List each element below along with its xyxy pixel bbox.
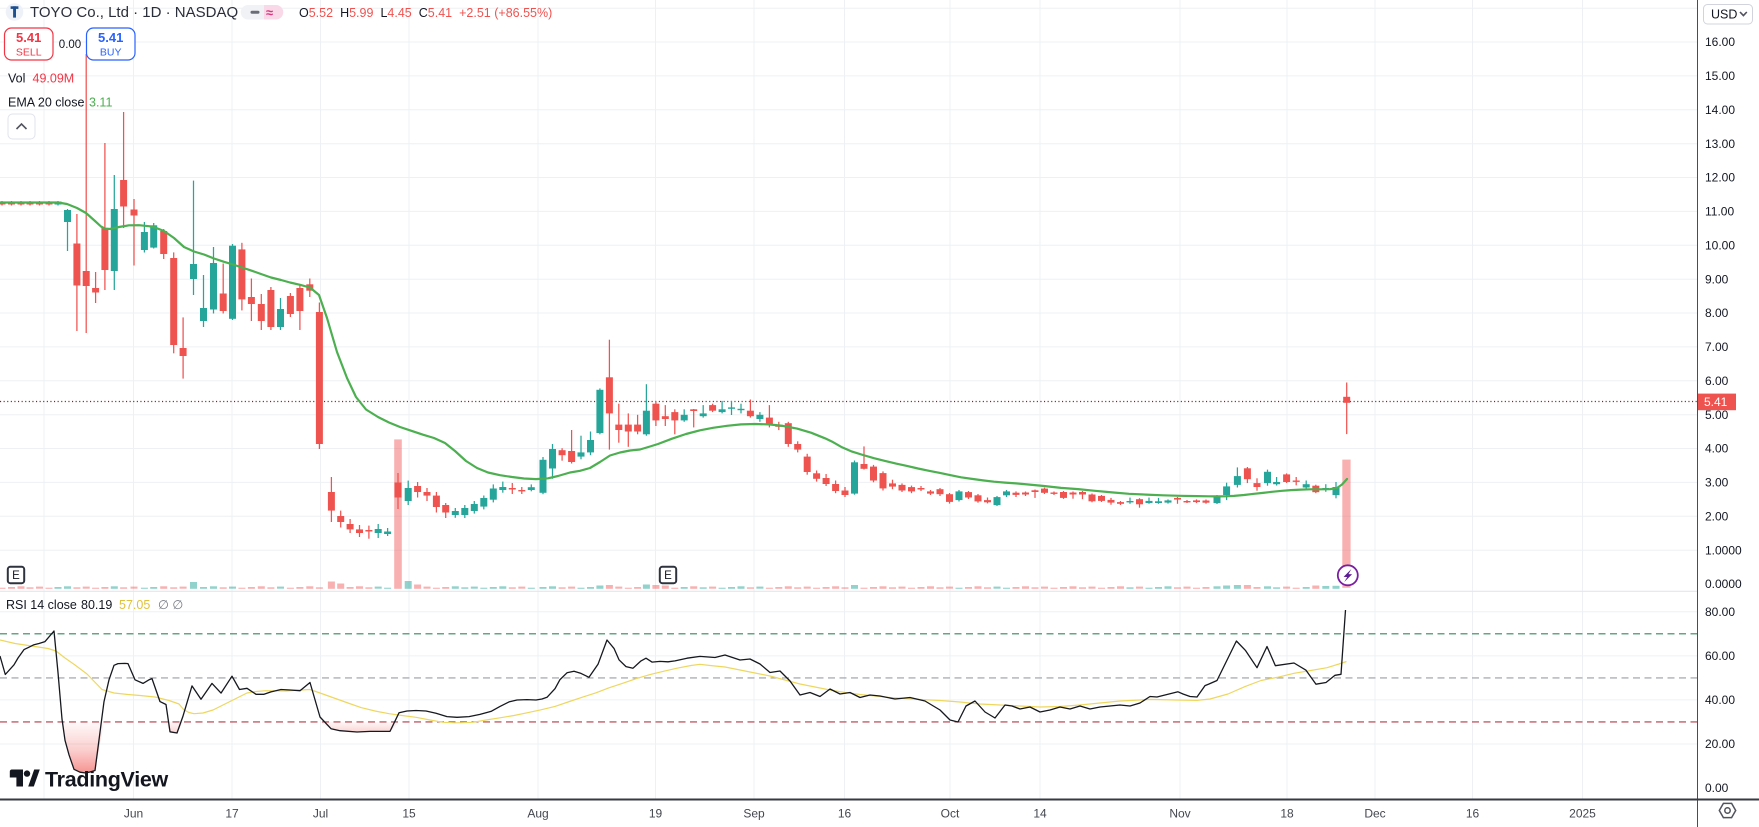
svg-text:5.41: 5.41	[1704, 395, 1728, 409]
svg-text:60.00: 60.00	[1705, 649, 1735, 663]
svg-text:40.00: 40.00	[1705, 693, 1735, 707]
svg-text:Jul: Jul	[313, 807, 328, 821]
svg-text:E: E	[12, 570, 20, 582]
svg-text:57.05: 57.05	[119, 598, 150, 612]
svg-text:17: 17	[225, 807, 239, 821]
svg-text:6.00: 6.00	[1705, 374, 1729, 388]
svg-text:15.00: 15.00	[1705, 69, 1735, 83]
svg-text:18: 18	[1280, 807, 1294, 821]
svg-text:16.00: 16.00	[1705, 35, 1735, 49]
svg-text:9.00: 9.00	[1705, 272, 1729, 286]
svg-text:0.0000: 0.0000	[1705, 577, 1742, 591]
svg-text:∅ ∅: ∅ ∅	[158, 598, 183, 612]
svg-text:14: 14	[1033, 807, 1047, 821]
svg-text:≈: ≈	[266, 5, 273, 20]
svg-text:EMA 20 close: EMA 20 close	[8, 96, 84, 110]
svg-text:Oct: Oct	[941, 807, 960, 821]
svg-text:3.11: 3.11	[89, 96, 112, 110]
svg-text:20.00: 20.00	[1705, 737, 1735, 751]
svg-text:E: E	[664, 570, 672, 582]
svg-text:5.00: 5.00	[1705, 408, 1729, 422]
svg-text:0.00: 0.00	[1705, 781, 1729, 795]
svg-text:4.00: 4.00	[1705, 442, 1729, 456]
svg-text:10.00: 10.00	[1705, 239, 1735, 253]
svg-text:13.00: 13.00	[1705, 137, 1735, 151]
svg-text:Dec: Dec	[1364, 807, 1385, 821]
svg-text:16: 16	[838, 807, 852, 821]
svg-text:0.00: 0.00	[59, 39, 81, 51]
svg-text:80.19: 80.19	[81, 598, 112, 612]
svg-text:Aug: Aug	[527, 807, 548, 821]
svg-text:2.00: 2.00	[1705, 510, 1729, 524]
svg-text:Jun: Jun	[124, 807, 143, 821]
svg-text:SELL: SELL	[16, 47, 42, 59]
svg-text:TradingView: TradingView	[45, 768, 169, 792]
svg-text:Sep: Sep	[743, 807, 765, 821]
svg-text:2025: 2025	[1569, 807, 1596, 821]
svg-text:5.41: 5.41	[98, 30, 123, 45]
svg-text:15: 15	[402, 807, 416, 821]
svg-text:12.00: 12.00	[1705, 171, 1735, 185]
svg-text:16: 16	[1466, 807, 1480, 821]
svg-text:3.00: 3.00	[1705, 476, 1729, 490]
svg-text:Nov: Nov	[1169, 807, 1190, 821]
svg-text:BUY: BUY	[100, 47, 122, 59]
svg-text:11.00: 11.00	[1705, 205, 1734, 219]
svg-text:5.41: 5.41	[16, 30, 41, 45]
svg-text:1.0000: 1.0000	[1705, 543, 1742, 557]
svg-text:80.00: 80.00	[1705, 605, 1735, 619]
svg-text:Vol: Vol	[8, 72, 25, 86]
svg-text:7.00: 7.00	[1705, 340, 1729, 354]
svg-text:RSI 14 close: RSI 14 close	[6, 598, 77, 612]
svg-text:8.00: 8.00	[1705, 306, 1729, 320]
svg-text:TOYO Co., Ltd · 1D · NASDAQ: TOYO Co., Ltd · 1D · NASDAQ	[30, 4, 238, 21]
svg-text:14.00: 14.00	[1705, 103, 1735, 117]
svg-text:49.09M: 49.09M	[33, 72, 75, 86]
svg-text:USD: USD	[1711, 8, 1737, 22]
svg-text:19: 19	[649, 807, 663, 821]
